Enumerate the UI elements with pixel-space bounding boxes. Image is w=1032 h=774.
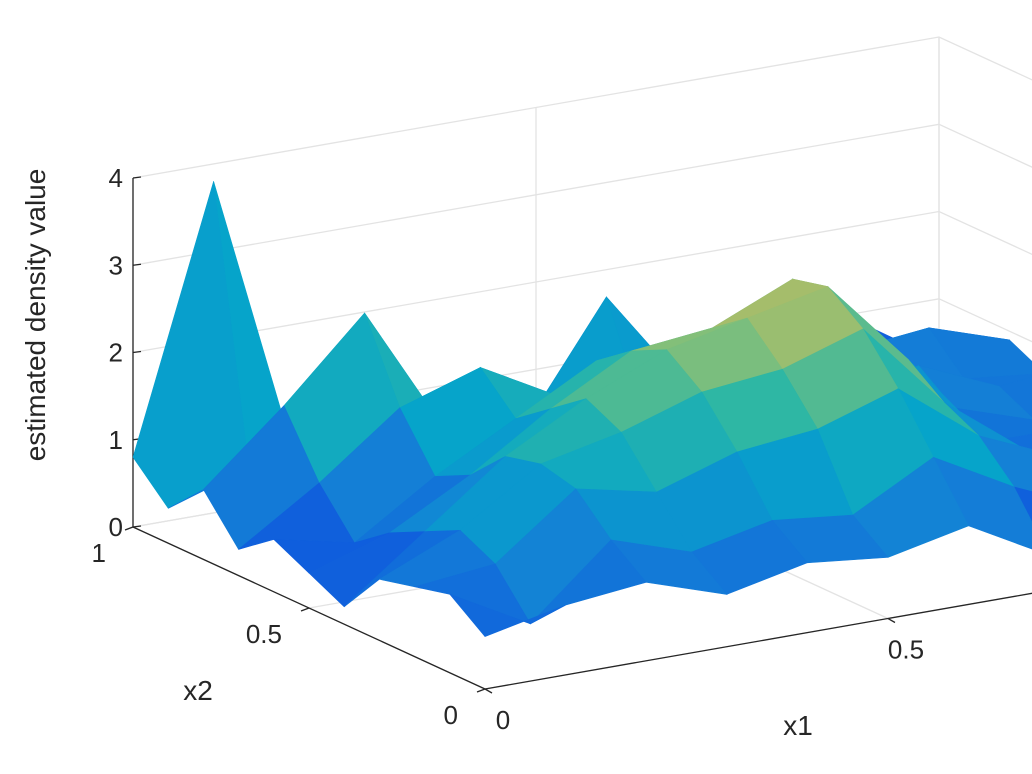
surface-mesh <box>132 181 1032 637</box>
x1-tick-label: 0.5 <box>888 635 924 665</box>
x2-tick-label: 1 <box>92 538 106 568</box>
x1-tick-label: 0 <box>496 705 510 735</box>
x-axis-label: x1 <box>783 710 813 741</box>
x2-tick-label: 0.5 <box>246 619 282 649</box>
z-tick-mark <box>132 525 142 528</box>
surface-patch <box>132 181 250 509</box>
wall-grid-z <box>132 36 1032 179</box>
z-axis-label: estimated density value <box>20 169 51 462</box>
x2-tick-mark <box>476 688 486 693</box>
z-tick-label: 1 <box>109 425 123 455</box>
z-tick-mark <box>132 176 142 179</box>
z-tick-label: 4 <box>109 163 123 193</box>
x1-tick-mark <box>887 617 896 624</box>
z-tick-label: 0 <box>109 512 123 542</box>
wall-grid-z <box>132 210 1032 354</box>
x2-tick-mark <box>300 607 310 612</box>
y-axis-label: x2 <box>183 675 213 706</box>
wall-grid-z <box>132 123 1032 266</box>
z-tick-mark <box>132 350 142 354</box>
x1-tick-mark <box>484 688 493 694</box>
surface-patch <box>448 593 566 637</box>
z-tick-mark <box>132 263 142 266</box>
z-tick-label: 3 <box>109 250 123 280</box>
z-tick-label: 2 <box>109 338 123 368</box>
label-layer: x1 x2 estimated density value <box>20 169 813 741</box>
x2-tick-label: 0 <box>444 700 458 730</box>
x2-tick-mark <box>124 526 134 531</box>
